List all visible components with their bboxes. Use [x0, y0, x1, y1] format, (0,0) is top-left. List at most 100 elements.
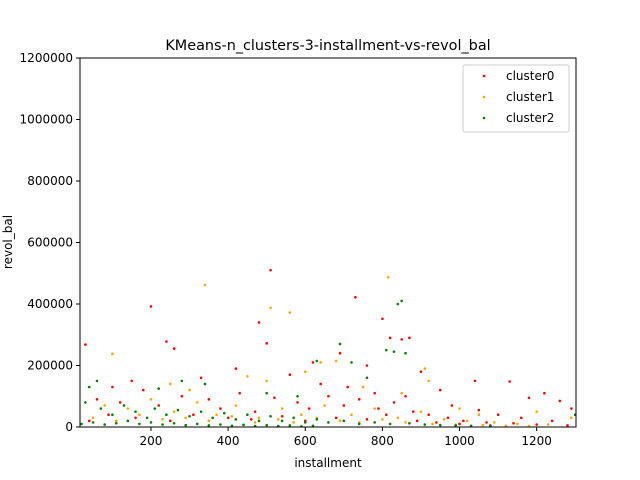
y-tick-label: 0	[65, 420, 73, 434]
data-point-cluster0	[118, 401, 122, 404]
data-point-cluster1	[172, 410, 176, 413]
data-point-cluster1	[504, 424, 508, 427]
data-point-cluster1	[91, 416, 95, 420]
data-point-cluster1	[338, 419, 342, 423]
data-point-cluster0	[388, 336, 392, 340]
data-point-cluster2	[269, 414, 272, 418]
data-point-cluster0	[111, 385, 114, 389]
data-point-cluster2	[222, 411, 226, 415]
data-point-cluster1	[570, 416, 573, 420]
data-point-cluster0	[107, 413, 110, 417]
data-point-cluster0	[226, 416, 230, 420]
legend: cluster0 cluster1 cluster2	[462, 64, 570, 133]
data-point-cluster0	[419, 370, 423, 373]
data-point-cluster0	[415, 419, 419, 423]
data-point-cluster1	[126, 407, 130, 410]
data-point-cluster1	[161, 418, 164, 421]
data-point-cluster0	[249, 418, 253, 421]
chart-title: KMeans-n_clusters-3-installment-vs-revol…	[165, 38, 490, 54]
data-point-cluster1	[111, 352, 114, 356]
data-point-cluster0	[558, 399, 562, 403]
data-point-cluster2	[288, 424, 292, 427]
y-tick-label: 800000	[27, 174, 73, 188]
data-point-cluster0	[357, 398, 361, 401]
data-point-cluster2	[91, 421, 95, 424]
legend-box	[462, 64, 570, 133]
x-tick-label: 1200	[521, 434, 552, 448]
data-point-cluster0	[365, 418, 369, 421]
data-point-cluster0	[253, 410, 257, 413]
data-point-cluster1	[419, 410, 423, 413]
data-point-cluster0	[84, 343, 87, 346]
data-point-cluster0	[346, 385, 349, 389]
data-point-cluster0	[311, 361, 315, 364]
data-point-cluster0	[95, 398, 99, 401]
data-point-cluster1	[477, 413, 481, 417]
data-point-cluster0	[134, 416, 137, 420]
legend-entry-cluster2: cluster2	[482, 111, 554, 125]
data-point-cluster0	[219, 407, 222, 410]
data-point-cluster2	[315, 418, 319, 421]
data-point-cluster0	[280, 414, 284, 418]
data-point-cluster0	[149, 305, 153, 308]
data-point-cluster2	[303, 421, 307, 424]
data-point-cluster1	[492, 421, 496, 424]
data-point-cluster2	[165, 413, 168, 417]
data-point-cluster1	[361, 385, 365, 389]
data-point-cluster1	[516, 422, 519, 426]
data-point-cluster0	[404, 394, 407, 398]
data-point-cluster1	[188, 388, 191, 392]
data-point-cluster1	[373, 407, 376, 410]
data-point-cluster0	[458, 422, 461, 426]
data-point-cluster2	[95, 379, 99, 383]
data-point-cluster0	[381, 317, 384, 321]
data-point-cluster1	[230, 414, 234, 418]
data-point-cluster0	[477, 408, 481, 412]
data-point-cluster1	[300, 413, 303, 417]
x-tick-label: 400	[217, 434, 240, 448]
data-point-cluster0	[527, 396, 531, 400]
data-point-cluster0	[257, 321, 261, 324]
data-point-cluster0	[392, 401, 396, 404]
data-point-cluster2	[99, 407, 103, 410]
data-point-cluster1	[396, 416, 400, 420]
y-tick-label: 200000	[27, 359, 73, 373]
data-point-cluster0	[180, 394, 184, 398]
data-point-cluster0	[411, 410, 415, 413]
data-point-cluster1	[276, 418, 280, 421]
data-point-cluster0	[265, 342, 268, 345]
data-point-cluster2	[454, 424, 457, 427]
data-point-cluster1	[246, 374, 249, 378]
data-point-cluster2	[126, 419, 130, 423]
data-point-cluster0	[408, 336, 411, 340]
series-cluster1	[91, 275, 573, 427]
data-point-cluster0	[207, 398, 211, 401]
data-point-cluster1	[465, 419, 469, 423]
y-tick-label: 1200000	[20, 51, 73, 65]
data-point-cluster1	[535, 410, 538, 413]
data-point-cluster0	[462, 419, 465, 423]
data-point-cluster0	[570, 407, 573, 410]
data-point-cluster1	[423, 367, 427, 370]
x-tick-label: 600	[294, 434, 317, 448]
data-point-cluster2	[253, 424, 257, 427]
data-point-cluster2	[342, 419, 346, 423]
legend-entry-cluster0: cluster0	[482, 69, 554, 83]
y-tick-label: 600000	[27, 236, 73, 250]
data-point-cluster0	[566, 424, 569, 427]
x-axis: 200 400 600 800 1000 1200	[140, 427, 552, 448]
data-point-cluster1	[207, 419, 211, 423]
data-point-cluster2	[357, 422, 361, 426]
data-point-cluster0	[373, 391, 376, 395]
data-point-cluster2	[199, 410, 203, 413]
data-point-cluster1	[257, 416, 261, 420]
data-point-cluster1	[280, 407, 284, 410]
data-point-cluster2	[114, 422, 118, 425]
legend-marker-cluster0	[482, 74, 486, 78]
data-point-cluster2	[404, 351, 407, 355]
data-point-cluster0	[307, 407, 311, 410]
data-point-cluster2	[172, 422, 176, 425]
data-point-cluster2	[265, 391, 268, 395]
data-point-cluster1	[381, 418, 384, 421]
data-point-cluster2	[242, 423, 245, 427]
